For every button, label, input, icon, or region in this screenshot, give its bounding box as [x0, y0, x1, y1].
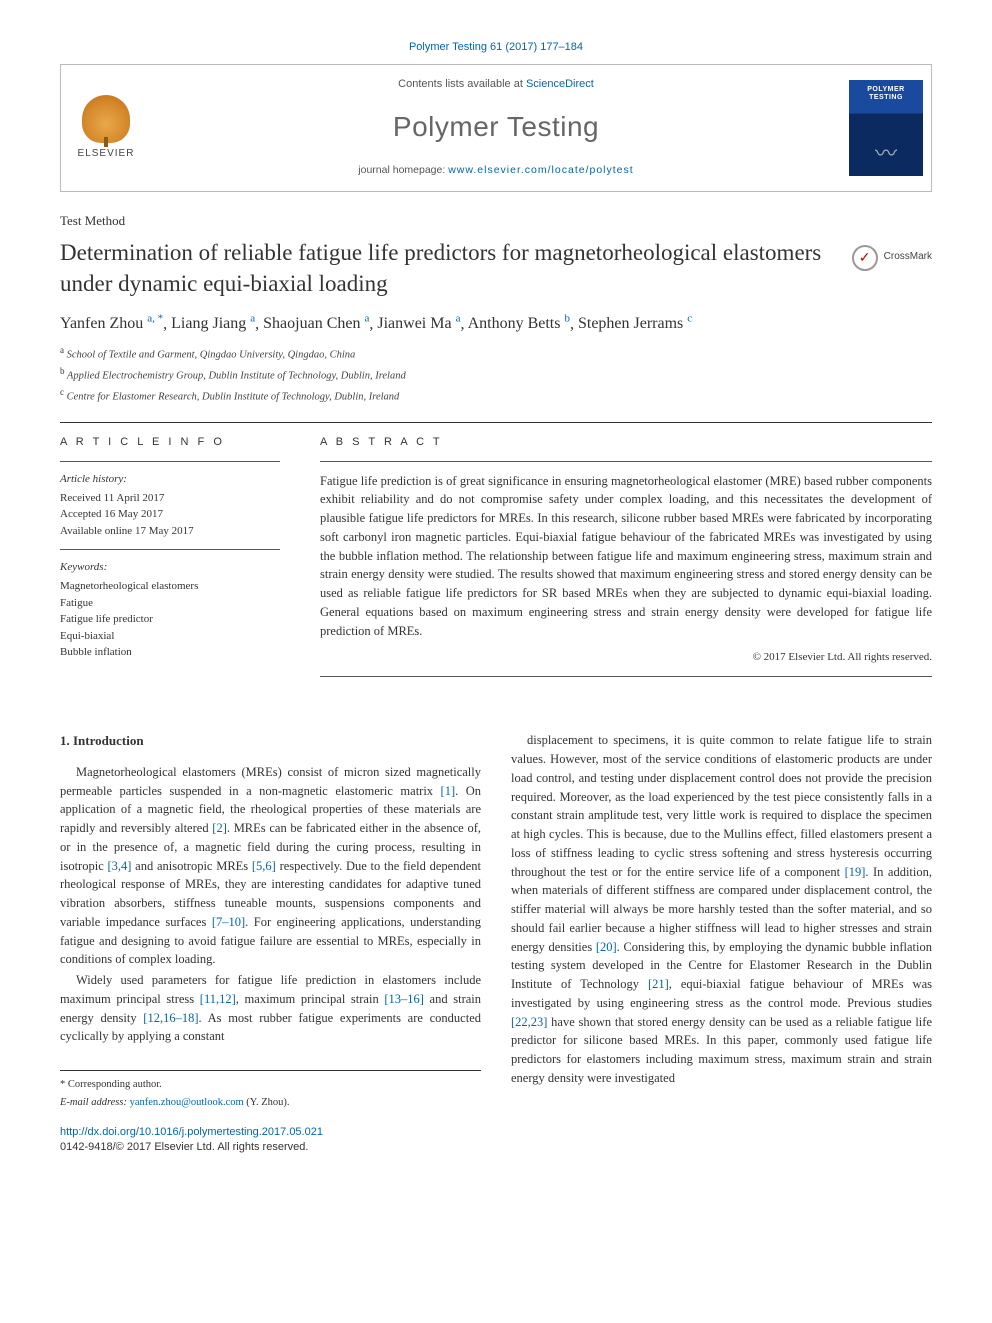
- body-paragraph: Magnetorheological elastomers (MREs) con…: [60, 763, 481, 969]
- citation-link[interactable]: [22,23]: [511, 1015, 547, 1029]
- history-line: Received 11 April 2017: [60, 490, 280, 507]
- crossmark-icon: ✓: [852, 245, 878, 271]
- citation-link[interactable]: [11,12]: [200, 992, 236, 1006]
- author-affil-sup: a: [456, 313, 461, 325]
- journal-reference: Polymer Testing 61 (2017) 177–184: [60, 40, 932, 56]
- article-info-head: A R T I C L E I N F O: [60, 435, 280, 451]
- author-name: Jianwei Ma a: [377, 315, 460, 332]
- author-name: Liang Jiang a: [171, 315, 255, 332]
- citation-link[interactable]: [2]: [212, 821, 227, 835]
- history-line: Accepted 16 May 2017: [60, 506, 280, 523]
- contents-available-line: Contents lists available at ScienceDirec…: [161, 77, 831, 93]
- cover-line-2: TESTING: [851, 94, 921, 102]
- citation-link[interactable]: [7–10]: [212, 915, 245, 929]
- article-section-label: Test Method: [60, 212, 932, 231]
- journal-cover-thumbnail: POLYMER TESTING 〰: [849, 80, 923, 176]
- article-history-head: Article history:: [60, 472, 280, 488]
- citation-link[interactable]: [20]: [596, 940, 617, 954]
- citation-link[interactable]: [21]: [648, 977, 669, 991]
- abstract-text: Fatigue life prediction is of great sign…: [320, 472, 932, 641]
- affiliation-line: b Applied Electrochemistry Group, Dublin…: [60, 365, 932, 384]
- elsevier-tree-icon: [82, 95, 130, 143]
- author-affil-sup: a: [250, 313, 255, 325]
- author-name: Stephen Jerrams c: [578, 315, 692, 332]
- author-affil-sup: a: [364, 313, 369, 325]
- author-affil-sup: c: [687, 313, 692, 325]
- affiliation-line: a School of Textile and Garment, Qingdao…: [60, 344, 932, 363]
- rule-above-info: [60, 422, 932, 423]
- citation-link[interactable]: [3,4]: [107, 859, 131, 873]
- contents-prefix: Contents lists available at: [398, 78, 526, 90]
- author-list: Yanfen Zhou a, *, Liang Jiang a, Shaojua…: [60, 311, 932, 336]
- author-name: Shaojuan Chen a: [263, 315, 369, 332]
- affiliation-line: c Centre for Elastomer Research, Dublin …: [60, 386, 932, 405]
- abstract-head: A B S T R A C T: [320, 435, 932, 451]
- info-divider: [320, 676, 932, 677]
- keywords-head: Keywords:: [60, 560, 280, 576]
- info-divider: [60, 461, 280, 462]
- corresponding-author-label: * Corresponding author.: [60, 1077, 481, 1093]
- keyword-line: Fatigue life predictor: [60, 611, 280, 628]
- section-heading-introduction: 1. Introduction: [60, 731, 481, 751]
- citation-link[interactable]: [12,16–18]: [143, 1011, 198, 1025]
- homepage-prefix: journal homepage:: [358, 164, 448, 176]
- citation-link[interactable]: [19]: [845, 865, 866, 879]
- cover-line-1: POLYMER: [851, 86, 921, 94]
- keyword-line: Equi-biaxial: [60, 628, 280, 645]
- citation-link[interactable]: [1]: [441, 784, 456, 798]
- abstract-block: A B S T R A C T Fatigue life prediction …: [320, 435, 932, 688]
- issn-copyright-line: 0142-9418/© 2017 Elsevier Ltd. All right…: [60, 1140, 932, 1155]
- citation-link[interactable]: [13–16]: [384, 992, 424, 1006]
- author-affil-sup: a, *: [147, 313, 163, 325]
- crossmark-widget[interactable]: ✓ CrossMark: [852, 245, 932, 271]
- sciencedirect-link[interactable]: ScienceDirect: [526, 78, 594, 90]
- journal-header: ELSEVIER Contents lists available at Sci…: [60, 64, 932, 192]
- history-line: Available online 17 May 2017: [60, 523, 280, 540]
- email-label: E-mail address:: [60, 1097, 130, 1108]
- doi-link[interactable]: http://dx.doi.org/10.1016/j.polymertesti…: [60, 1126, 323, 1138]
- body-column-right: displacement to specimens, it is quite c…: [511, 731, 932, 1110]
- publisher-logo-block: ELSEVIER: [61, 65, 151, 191]
- cover-graphic-icon: 〰: [851, 138, 921, 170]
- author-name: Yanfen Zhou a, *: [60, 315, 163, 332]
- body-paragraph: Widely used parameters for fatigue life …: [60, 971, 481, 1046]
- citation-link[interactable]: [5,6]: [252, 859, 276, 873]
- corresponding-email-link[interactable]: yanfen.zhou@outlook.com: [130, 1097, 244, 1108]
- email-owner: (Y. Zhou).: [244, 1097, 290, 1108]
- info-divider: [60, 549, 280, 550]
- body-paragraph: displacement to specimens, it is quite c…: [511, 731, 932, 1087]
- info-divider: [320, 461, 932, 462]
- article-info-block: A R T I C L E I N F O Article history: R…: [60, 435, 280, 688]
- keyword-line: Bubble inflation: [60, 644, 280, 661]
- body-column-left: 1. Introduction Magnetorheological elast…: [60, 731, 481, 1110]
- journal-name: Polymer Testing: [161, 107, 831, 148]
- keyword-line: Fatigue: [60, 595, 280, 612]
- publisher-name: ELSEVIER: [78, 147, 135, 162]
- abstract-copyright: © 2017 Elsevier Ltd. All rights reserved…: [320, 650, 932, 666]
- author-name: Anthony Betts b: [468, 315, 570, 332]
- crossmark-label: CrossMark: [884, 250, 932, 265]
- paper-title: Determination of reliable fatigue life p…: [60, 237, 836, 299]
- cover-thumbnail-block: POLYMER TESTING 〰: [841, 65, 931, 191]
- author-affil-sup: b: [564, 313, 570, 325]
- journal-homepage-line: journal homepage: www.elsevier.com/locat…: [161, 163, 831, 178]
- keyword-line: Magnetorheological elastomers: [60, 578, 280, 595]
- journal-homepage-link[interactable]: www.elsevier.com/locate/polytest: [448, 164, 633, 176]
- doi-block: http://dx.doi.org/10.1016/j.polymertesti…: [60, 1125, 932, 1156]
- corresponding-author-footnote: * Corresponding author. E-mail address: …: [60, 1070, 481, 1111]
